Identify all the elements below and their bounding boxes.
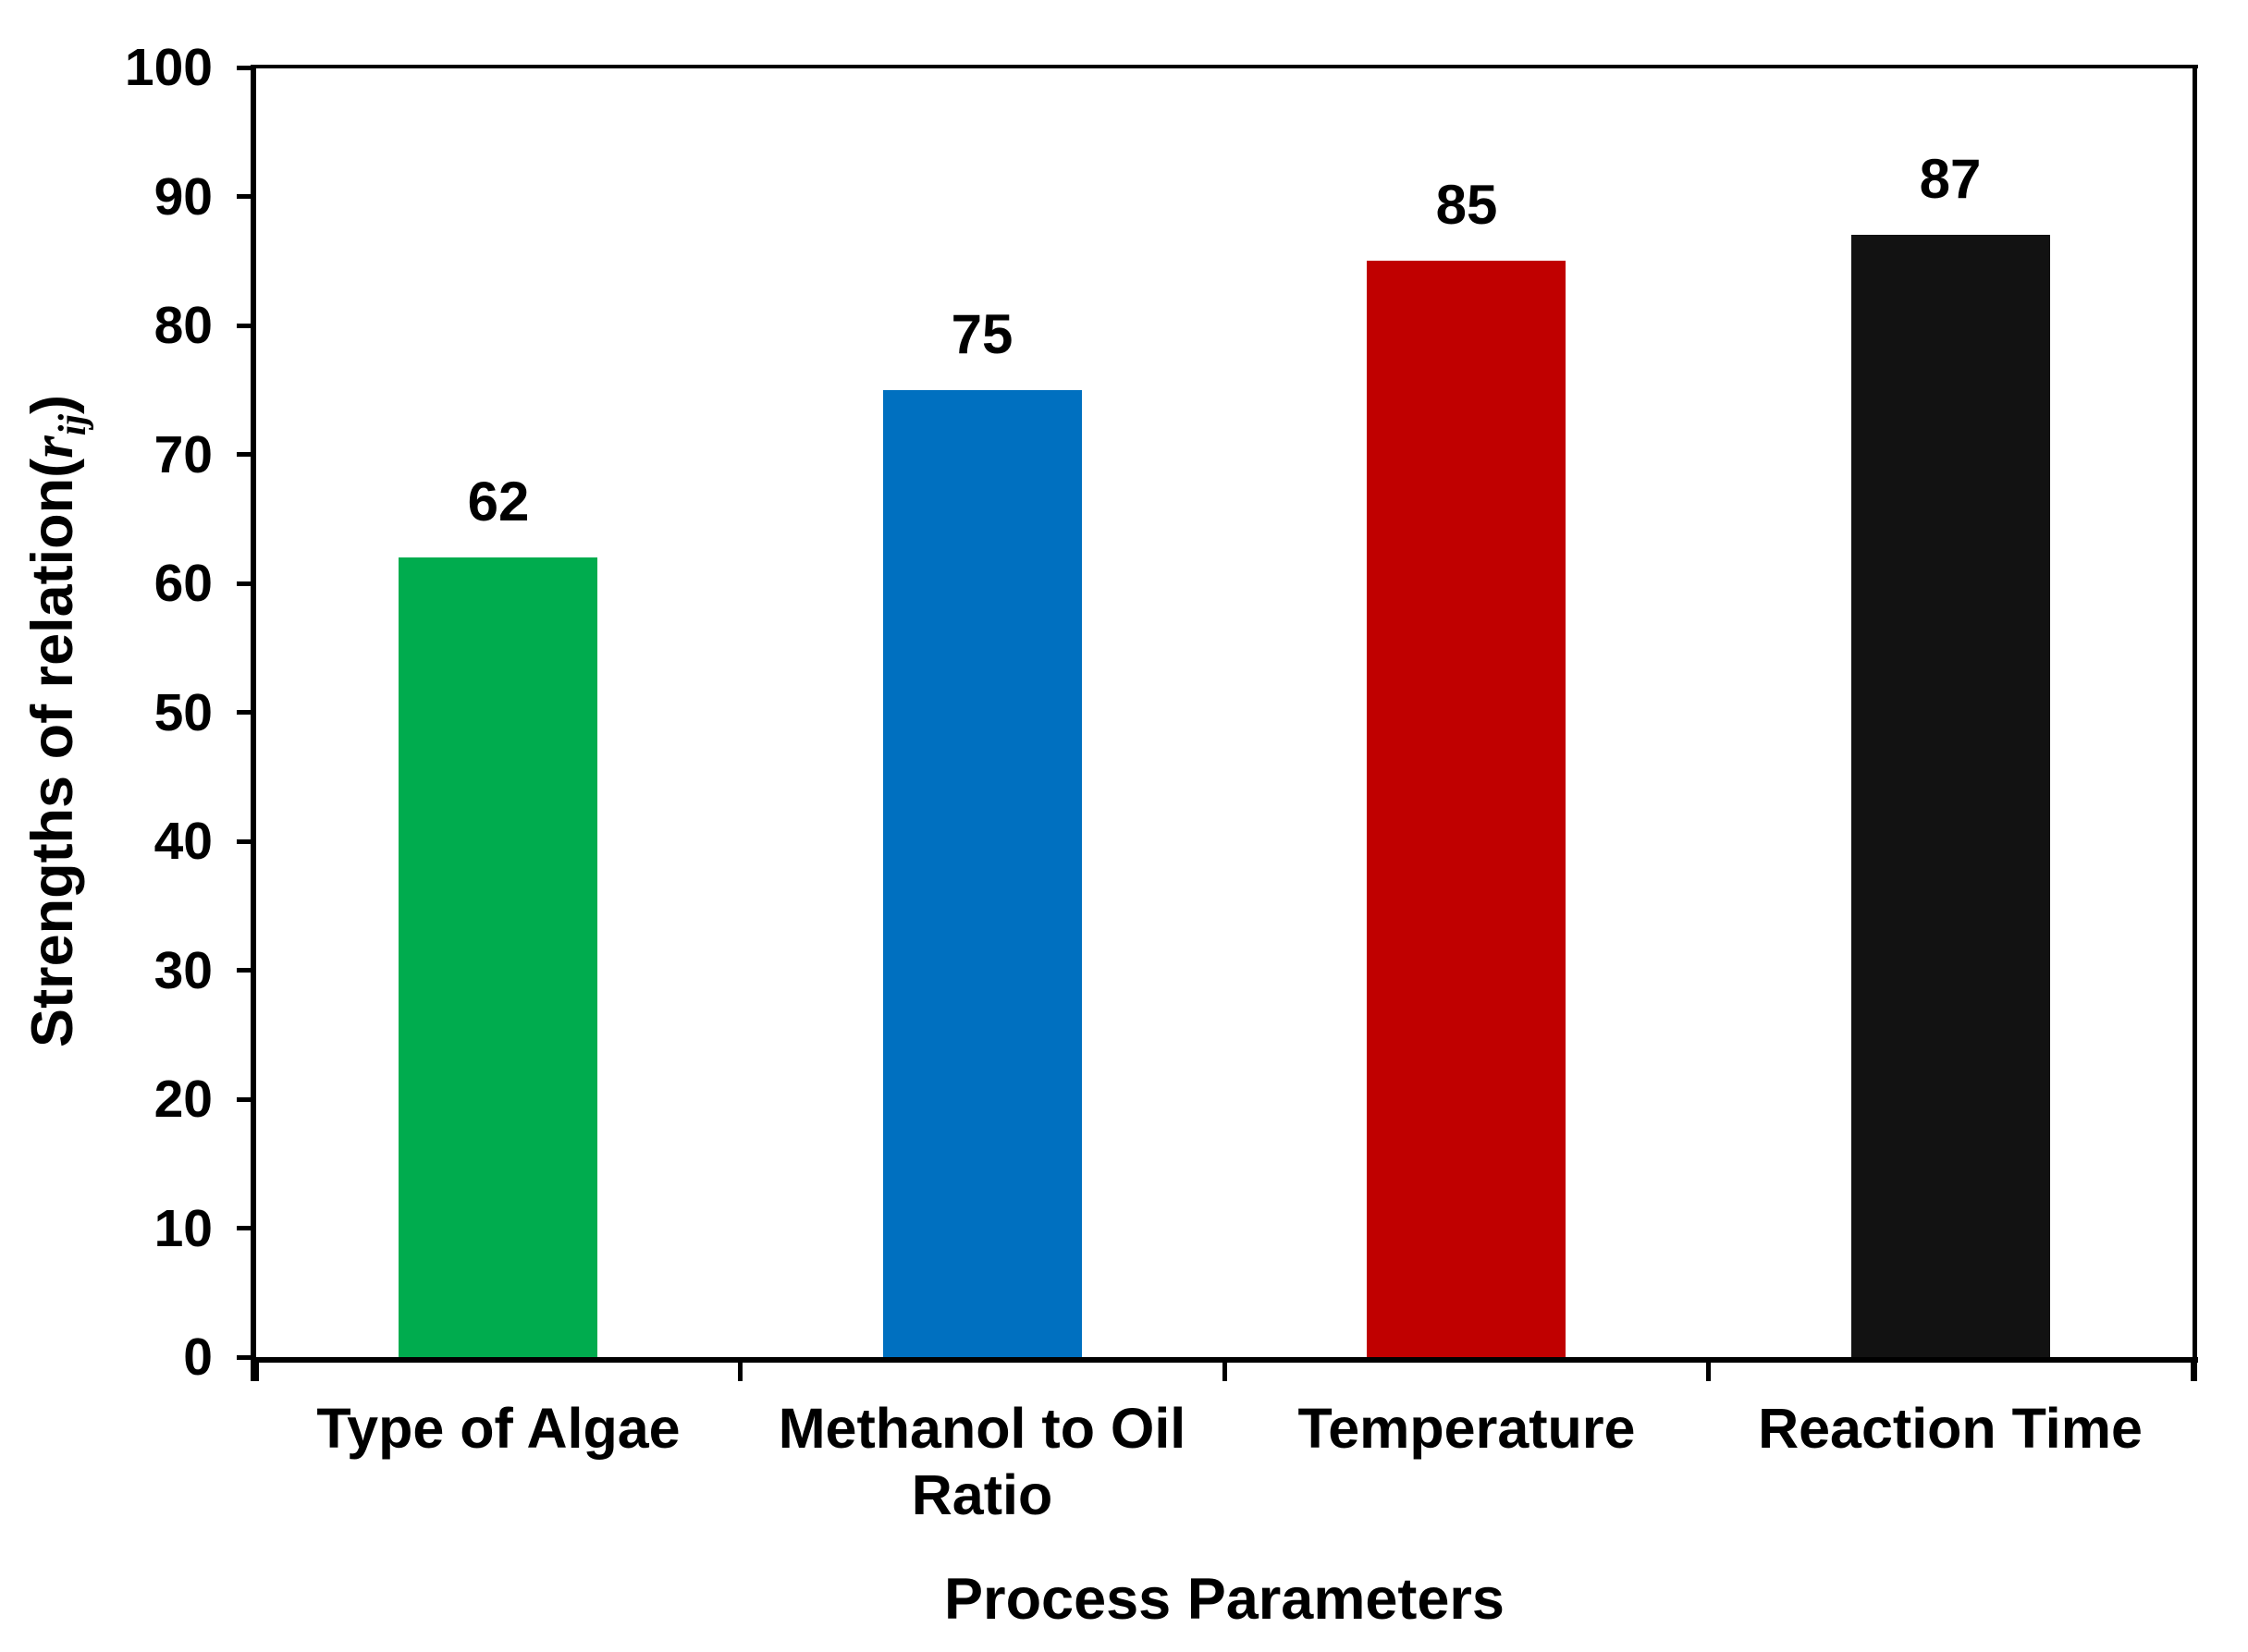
x-category-label: Methanol to Oil Ratio (778, 1397, 1186, 1526)
y-tick-label: 0 (183, 1328, 213, 1387)
x-tick (2191, 1357, 2195, 1381)
y-tick (237, 1226, 256, 1230)
y-tick-label: 100 (124, 38, 213, 97)
plot-top-border (251, 65, 2198, 68)
y-tick (237, 324, 256, 328)
y-tick (237, 710, 256, 715)
x-tick (1706, 1357, 1711, 1381)
bar-value-label: 87 (1919, 148, 1982, 210)
plot-right-border (2193, 65, 2197, 1381)
bar-value-label: 62 (467, 471, 530, 532)
y-axis-title-close-paren: ) (20, 395, 85, 415)
y-tick-label: 80 (154, 296, 213, 355)
y-tick (237, 839, 256, 844)
bar-value-label: 85 (1435, 174, 1498, 236)
y-tick (237, 452, 256, 457)
x-axis-title: Process Parameters (944, 1567, 1505, 1632)
x-category-label: Reaction Time (1758, 1397, 2143, 1460)
x-category-label: Type of Algae (316, 1397, 681, 1460)
bar (883, 390, 1082, 1357)
bar (1367, 261, 1566, 1357)
y-tick (237, 194, 256, 199)
y-tick-label: 10 (154, 1199, 213, 1258)
bar (399, 557, 597, 1357)
x-tick (1222, 1357, 1227, 1381)
y-tick (237, 1097, 256, 1102)
x-tick (738, 1357, 743, 1381)
y-tick-label: 40 (154, 812, 213, 871)
y-tick (237, 1355, 256, 1360)
bar (1851, 235, 2050, 1357)
y-axis-line (251, 65, 256, 1381)
y-tick (237, 66, 256, 70)
y-tick (237, 968, 256, 973)
y-tick-label: 50 (154, 683, 213, 742)
y-tick-label: 60 (154, 554, 213, 613)
y-tick-label: 30 (154, 941, 213, 1000)
x-tick (254, 1357, 259, 1381)
y-tick-label: 90 (154, 167, 213, 226)
y-tick-label: 70 (154, 425, 213, 484)
x-category-label: Temperature (1297, 1397, 1636, 1460)
bar-value-label: 75 (951, 303, 1013, 365)
y-tick-label: 20 (154, 1070, 213, 1129)
y-tick (237, 581, 256, 586)
